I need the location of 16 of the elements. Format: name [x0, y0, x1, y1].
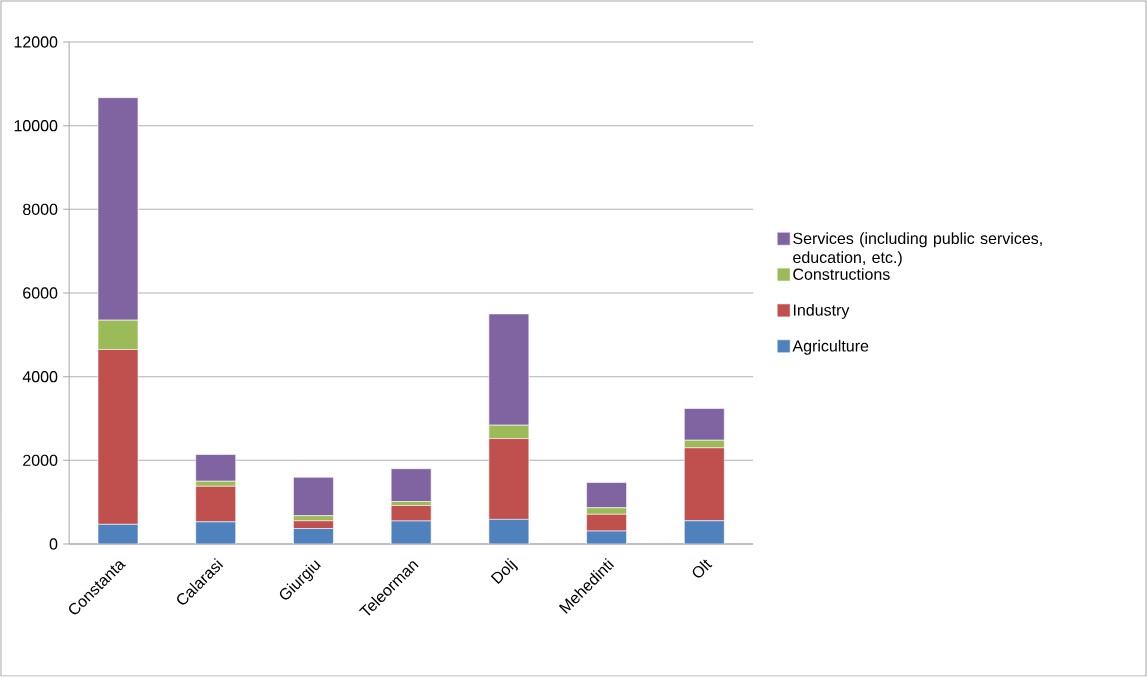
- bar: [390, 468, 432, 502]
- y-tick-label: 6000: [23, 287, 58, 299]
- y-tick-label: 12000: [14, 36, 58, 48]
- legend-label: Constructions: [793, 268, 890, 280]
- y-tick-label: 10000: [14, 120, 58, 132]
- legend-label: Industry: [793, 304, 850, 319]
- legend-label: Services (including public services, education, etc.): [793, 232, 1042, 267]
- x-tick-label: Dolj: [490, 558, 518, 585]
- x-tick-label: Olt: [692, 559, 713, 578]
- y-tick-label: 8000: [23, 203, 58, 215]
- bar: [195, 454, 237, 482]
- y-tick-label: 4000: [22, 371, 58, 383]
- y-tick-label: 0: [49, 538, 58, 550]
- y-tick-label: 2000: [23, 454, 58, 466]
- legend-label: Agriculture: [792, 339, 869, 355]
- bar: [293, 476, 334, 517]
